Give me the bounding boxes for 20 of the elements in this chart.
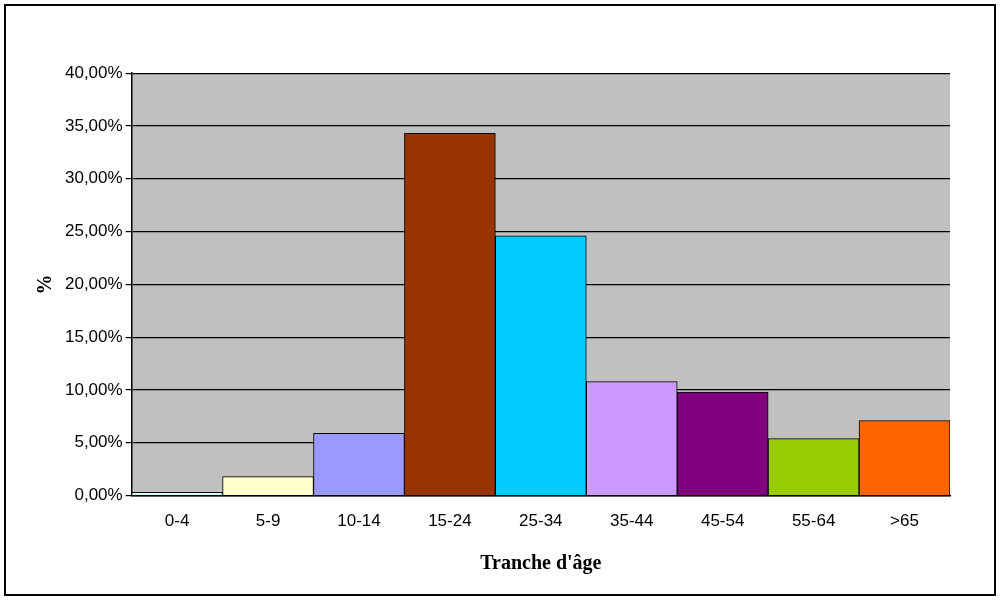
y-tick-label: 30,00%: [64, 168, 123, 188]
x-tick-label: 35-44: [610, 511, 654, 531]
x-tick-label: 5-9: [255, 511, 281, 531]
x-tick-label: 45-54: [700, 511, 745, 531]
x-axis-title: Tranche d'âge: [480, 551, 602, 575]
y-tick-label: 25,00%: [64, 221, 123, 241]
y-tick-label: 5,00%: [74, 432, 123, 452]
y-axis-title: %: [33, 274, 56, 295]
x-tick-label: 10-14: [337, 511, 381, 531]
x-tick-label: 55-64: [791, 511, 836, 531]
y-tick-label: 0,00%: [74, 485, 123, 505]
y-tick-label: 15,00%: [64, 326, 123, 346]
y-tick-label: 10,00%: [64, 379, 123, 399]
y-tick-label: 35,00%: [64, 115, 123, 135]
x-tick-label: 15-24: [428, 511, 472, 531]
x-tick-label: 25-34: [519, 511, 563, 531]
x-tick-label: >65: [890, 511, 919, 531]
x-tick-label: 0-4: [164, 511, 190, 531]
y-tick-label: 20,00%: [64, 274, 123, 294]
y-tick-label: 40,00%: [64, 62, 123, 82]
